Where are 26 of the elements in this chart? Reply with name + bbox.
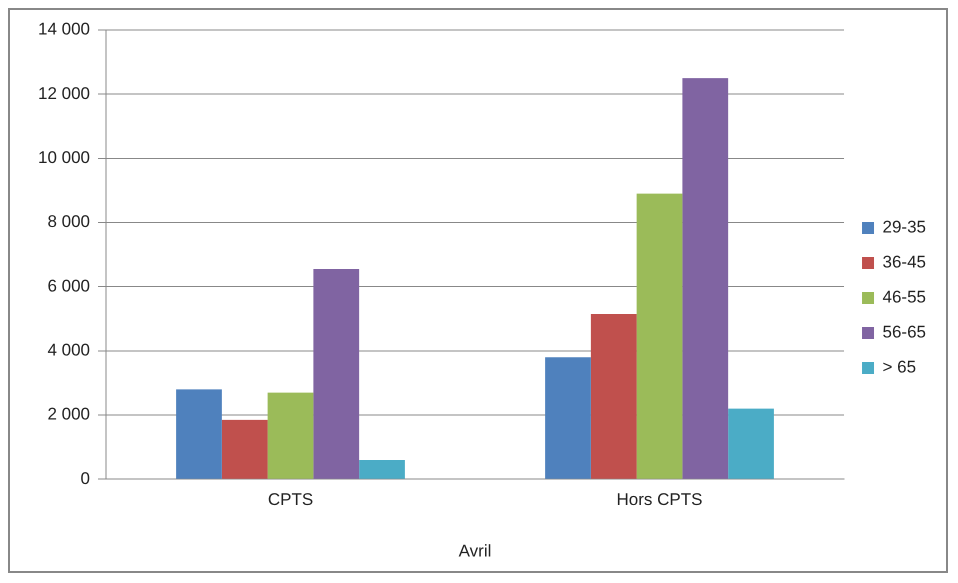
legend-label: 46-55: [882, 288, 926, 307]
legend-label: > 65: [882, 358, 916, 377]
bar: [728, 408, 774, 479]
y-tick-label: 0: [80, 468, 90, 488]
bar: [359, 460, 405, 479]
y-tick-label: 14 000: [38, 20, 90, 39]
bar: [636, 194, 682, 479]
y-tick-label: 4 000: [47, 340, 90, 360]
bar: [590, 314, 637, 479]
y-tick-label: 8 000: [47, 212, 90, 232]
bar: [222, 420, 268, 479]
y-tick-label: 12 000: [38, 84, 90, 103]
bar: [176, 389, 222, 479]
x-tick-label: CPTS: [268, 490, 314, 510]
legend-label: 29-35: [882, 218, 926, 237]
bar: [545, 357, 591, 479]
legend-label: 56-65: [882, 322, 926, 342]
y-tick-label: 10 000: [38, 148, 90, 168]
bar: [268, 392, 314, 479]
legend-label: 36-45: [882, 252, 926, 272]
bar: [313, 269, 360, 479]
y-tick-label: 6 000: [47, 276, 90, 296]
bar: [682, 78, 728, 479]
x-tick-label: Hors CPTS: [616, 490, 702, 510]
y-tick-label: 2 000: [47, 404, 90, 424]
x-axis-title: Avril: [458, 541, 492, 560]
